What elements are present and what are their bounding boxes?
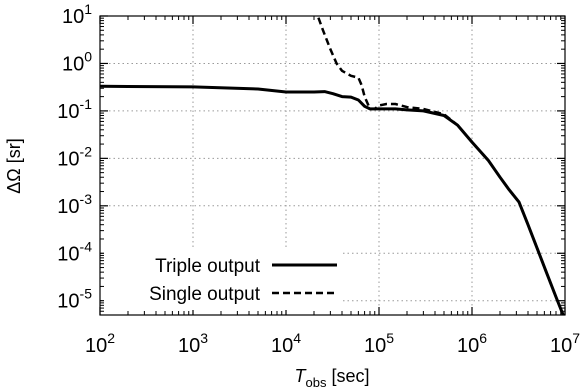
x-tick-label: 103 [178,330,208,357]
tick-layer: 102 103 104 105 106 107 101 100 10-1 10-2 10-3 10-4… [57,1,580,357]
y-tick-label: 100 [62,48,92,75]
legend-background [104,248,340,310]
series-line-single-output [316,16,565,315]
x-tick-label: 105 [364,330,394,357]
x-tick-label: 106 [457,330,487,357]
x-tick-label: 107 [550,330,580,357]
y-tick-label: 10-3 [57,191,92,218]
y-tick-label: 101 [62,1,92,28]
y-tick-label: 10-4 [57,238,92,265]
x-tick-label: 104 [271,330,301,357]
series-layer [100,16,565,315]
legend-label: Triple output [155,256,261,277]
legend: Triple output Single output [104,248,340,310]
x-tick-label: 102 [85,330,115,357]
legend-label: Single output [149,284,261,305]
x-axis-title: Tobs [sec] [295,366,370,389]
y-tick-label: 10-5 [57,286,92,313]
y-axis-title: ΔΩ [sr] [4,138,24,193]
y-tick-label: 10-2 [57,143,92,170]
y-tick-label: 10-1 [57,96,92,123]
